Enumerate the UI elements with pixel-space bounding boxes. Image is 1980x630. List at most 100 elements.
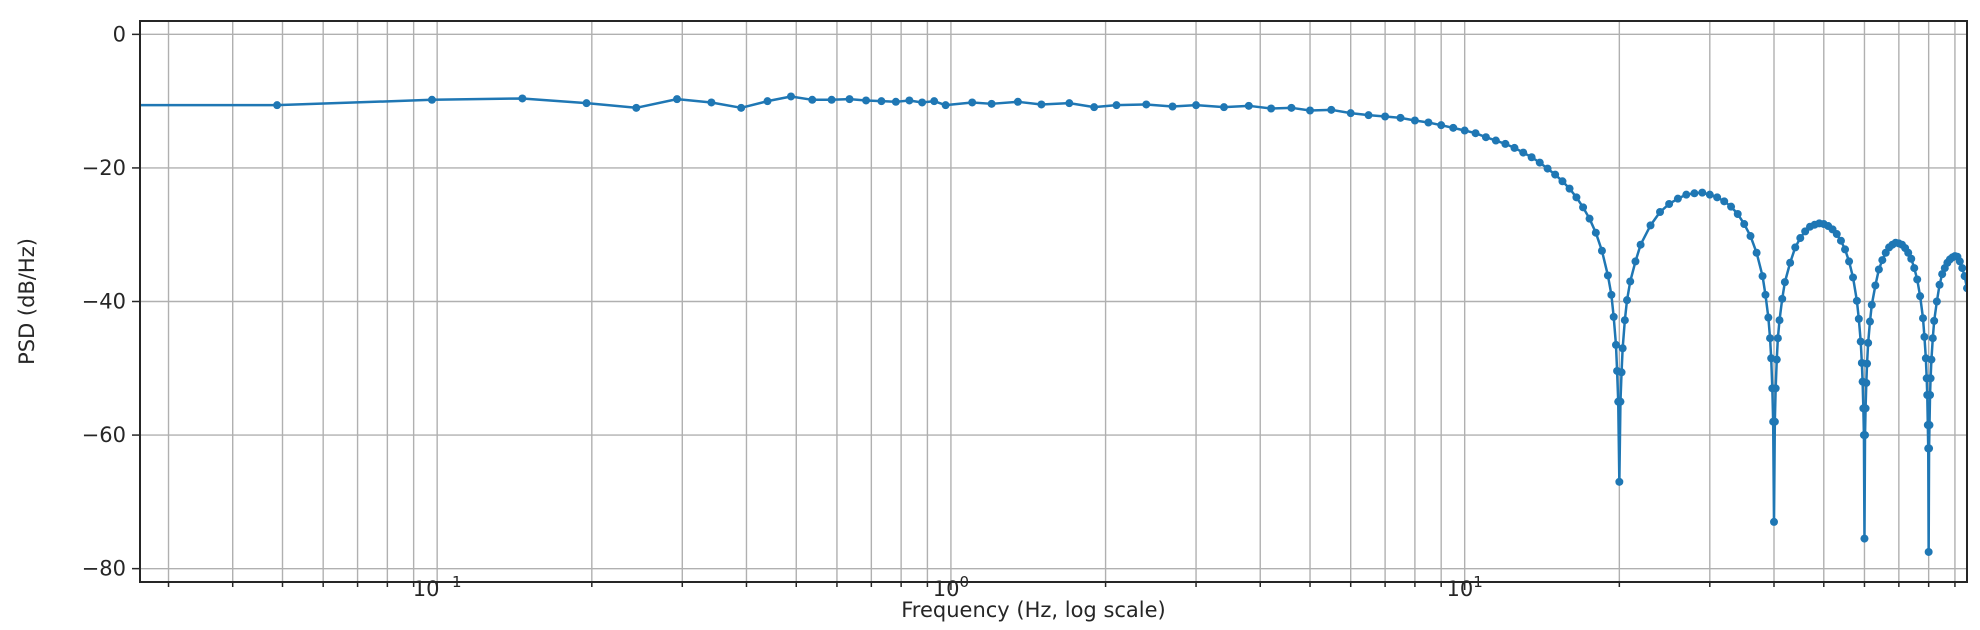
psd-point xyxy=(1626,277,1635,286)
psd-point xyxy=(808,95,817,104)
psd-point xyxy=(1836,236,1845,245)
psd-point xyxy=(1925,421,1934,430)
psd-point xyxy=(1673,194,1682,203)
psd-point xyxy=(1346,109,1355,118)
psd-point xyxy=(582,99,591,108)
psd-point xyxy=(1287,103,1296,112)
psd-point xyxy=(1864,338,1873,347)
psd-point xyxy=(1471,129,1480,138)
psd-point xyxy=(1364,111,1373,120)
psd-point xyxy=(1244,101,1253,110)
psd-point xyxy=(763,97,772,106)
psd-point xyxy=(1960,272,1967,281)
psd-point xyxy=(1746,232,1755,241)
psd-point xyxy=(905,96,914,105)
psd-point xyxy=(1935,280,1944,289)
psd-point xyxy=(1519,148,1528,157)
x-tick-exponent: 0 xyxy=(960,573,970,591)
psd-point xyxy=(1727,202,1736,211)
psd-point xyxy=(1705,190,1714,199)
psd-point xyxy=(1856,337,1865,346)
y-tick-label: −60 xyxy=(82,423,126,447)
psd-point xyxy=(1437,121,1446,130)
psd-point xyxy=(1854,314,1863,323)
psd-point xyxy=(1609,312,1618,321)
psd-point xyxy=(1013,97,1022,106)
psd-point xyxy=(1871,281,1880,290)
y-tick-label: 0 xyxy=(113,22,126,46)
psd-point xyxy=(1786,258,1795,267)
psd-point xyxy=(1867,300,1876,309)
psd-point xyxy=(827,95,836,104)
psd-point xyxy=(862,96,871,105)
psd-point xyxy=(1491,136,1500,145)
psd-point xyxy=(1603,271,1612,280)
psd-point xyxy=(1631,257,1640,266)
psd-point xyxy=(1565,184,1574,193)
psd-point xyxy=(1919,314,1928,323)
psd-point xyxy=(1955,257,1964,266)
psd-point xyxy=(1623,296,1632,305)
psd-point xyxy=(1713,193,1722,202)
x-tick-label: 101 xyxy=(1447,573,1483,601)
psd-point xyxy=(1424,118,1433,127)
psd-point xyxy=(1611,340,1620,349)
psd-point xyxy=(1698,188,1707,197)
psd-point xyxy=(1636,240,1645,249)
psd-point xyxy=(1306,106,1315,115)
psd-point xyxy=(1913,275,1922,284)
y-axis-label: PSD (dB/Hz) xyxy=(15,238,39,365)
psd-point xyxy=(1460,126,1469,135)
psd-point xyxy=(1396,113,1405,122)
psd-point xyxy=(1861,404,1870,413)
psd-point xyxy=(930,97,939,106)
psd-point xyxy=(1930,316,1939,325)
psd-point xyxy=(1832,230,1841,239)
psd-point xyxy=(1267,104,1276,113)
psd-point xyxy=(1775,316,1784,325)
psd-point xyxy=(1769,517,1778,526)
psd-point xyxy=(845,95,854,104)
psd-series xyxy=(140,92,1967,556)
psd-point xyxy=(1770,417,1779,426)
psd-point xyxy=(1878,256,1887,265)
psd-point xyxy=(786,92,795,101)
psd-point xyxy=(1740,220,1749,229)
psd-point xyxy=(1597,246,1606,255)
psd-point xyxy=(1327,105,1336,114)
psd-point xyxy=(1910,264,1919,273)
x-tick-base: 10 xyxy=(413,577,440,601)
psd-point xyxy=(1845,257,1854,266)
psd-point xyxy=(737,103,746,112)
psd-point xyxy=(1865,317,1874,326)
x-axis-label: Frequency (Hz, log scale) xyxy=(901,598,1166,622)
psd-point xyxy=(1841,245,1850,254)
psd-point xyxy=(1938,270,1947,279)
psd-point xyxy=(1924,547,1933,556)
psd-point xyxy=(918,98,927,107)
grid xyxy=(140,21,1967,582)
psd-point xyxy=(1665,199,1674,208)
psd-point xyxy=(1916,292,1925,301)
psd-point xyxy=(1616,397,1625,406)
psd-point xyxy=(877,97,886,106)
psd-point xyxy=(1926,374,1935,383)
psd-point xyxy=(1615,477,1624,486)
psd-point xyxy=(632,103,641,112)
psd-point xyxy=(427,95,436,104)
psd-point xyxy=(1410,116,1419,125)
psd-point xyxy=(1501,139,1510,148)
psd-point xyxy=(1192,101,1201,110)
psd-point xyxy=(1752,248,1761,257)
psd-point xyxy=(1780,278,1789,287)
psd-point xyxy=(1535,158,1544,167)
y-tick-label: −20 xyxy=(82,156,126,180)
psd-point xyxy=(1656,208,1665,217)
psd-point xyxy=(1852,296,1861,305)
psd-point xyxy=(1920,332,1929,341)
psd-point xyxy=(1927,355,1936,364)
psd-point xyxy=(1558,177,1567,186)
x-tick-label: 100 xyxy=(933,573,969,601)
psd-point xyxy=(941,101,950,110)
